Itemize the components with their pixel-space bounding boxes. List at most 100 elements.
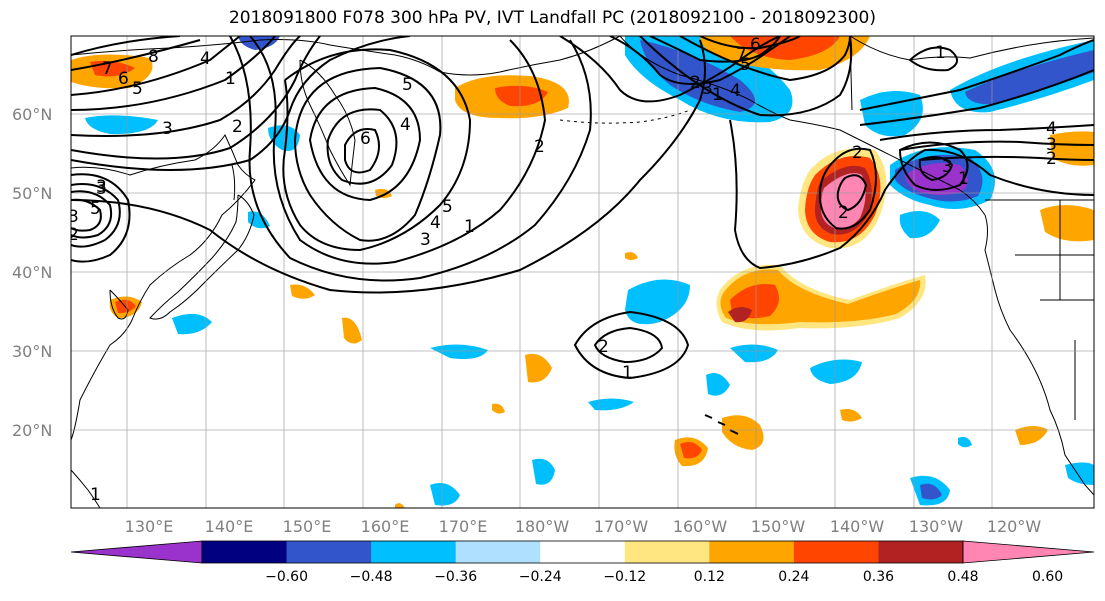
contour-label: 2 [232,117,243,137]
pv-contours [71,36,1094,380]
contour-label: 3 [1046,135,1057,155]
contour-label: 2 [598,337,609,357]
lon-tick-label: 170°E [439,517,488,536]
lat-tick-label: 20°N [12,421,52,440]
contour-label: 6 [118,69,129,89]
contour-label: 4 [430,213,441,233]
contour-label: 6 [360,129,371,149]
anomaly-positive [840,409,862,422]
contour [859,39,1094,111]
anomaly-negative [810,359,862,384]
border-states [1015,200,1094,420]
anomaly-positive [525,353,552,383]
anomaly-positive [395,503,405,508]
colorbar-segment [455,541,541,563]
anomaly-negative [730,344,778,363]
contour-label: 5 [402,75,413,95]
lon-tick-label: 130°W [909,517,964,536]
anomaly-positive [730,36,840,60]
contour-label: 4 [200,49,211,69]
anomaly-positive [680,442,702,459]
contour [71,190,113,239]
colorbar-tick-label: 0.60 [1032,569,1063,585]
lat-tick-label: 40°N [12,263,52,282]
map-panel: 8 7 6 5 1 2 3 4 5 6 4 3 3 5 1 2 4 5 1 2 [68,35,1095,509]
anomaly-positive [492,403,505,414]
contour-label: 2 [852,143,863,163]
anomaly-negative [958,436,972,448]
anomaly-positive [342,317,362,344]
colorbar-tick-label: 0.24 [778,569,809,585]
lon-tick-label: 160°W [673,517,728,536]
coastline-alaska-west [439,36,621,76]
contour [71,39,706,294]
contour [249,36,547,265]
coastline-sakhalin [231,164,236,201]
contour-label: 3 [162,119,173,139]
anomaly-positive [1050,131,1094,166]
anomaly-negative [85,115,158,135]
contour [879,124,1094,141]
lon-tick-label: 130°E [125,517,174,536]
contour-label: 1 [464,217,475,237]
contour-label: 5 [90,199,101,219]
lat-tick-label: 60°N [12,105,52,124]
contour-label: 3 [96,177,107,197]
colorbar-segment [793,541,879,563]
lon-tick-label: 140°W [830,517,885,536]
colorbar-tick-label: −0.48 [350,569,393,585]
contour-label: 3 [68,207,79,227]
contour-label: 1 [90,485,101,505]
contour [836,174,868,212]
colorbar-segment [202,541,288,563]
contour-label: 7 [736,45,747,65]
colorbar: −0.60 −0.48 −0.36 −0.24 −0.12 0.12 0.24 0.36 0.4… [70,540,1095,585]
anomaly-negative [430,344,488,359]
lon-tick-label: 150°W [751,517,806,536]
contour [908,46,958,72]
contour [71,173,131,263]
anomaly-negative [172,313,212,335]
anomaly-negative [965,50,1094,105]
contour-label: 6 [750,35,761,55]
anomaly-negative [1065,462,1094,485]
colorbar-extend-min [70,540,203,564]
anomaly-negative [899,211,940,239]
coastline-north-america [849,36,1094,61]
lon-tick-label: 150°E [283,517,332,536]
coastline-hawaii [704,414,739,435]
contour [293,66,442,242]
contour [71,36,181,56]
coastline-korea [109,289,129,320]
lon-tick-label: 170°W [594,517,649,536]
contour [918,155,954,182]
coastline-philippines [71,469,101,508]
contour [559,36,781,103]
colorbar-tick-label: −0.12 [603,569,646,585]
contour-label: 1 [622,363,633,383]
colorbar-tick-label: 0.12 [694,569,725,585]
anomaly-positive [1040,205,1094,242]
contour [679,36,851,82]
coastline-asia [71,133,256,441]
colorbar-tick-label: −0.60 [265,569,308,585]
colorbar-segment [878,541,964,563]
colorbar-segment [709,541,795,563]
colorbar-tick-label: 0.48 [947,569,978,585]
contour [699,36,801,50]
contour-labels: 8 7 6 5 1 2 3 4 5 6 4 3 3 5 1 2 4 5 1 2 [68,35,1057,505]
contour-label: 4 [1046,119,1057,139]
anomaly-positive [625,252,638,260]
anomaly-negative [588,398,634,411]
contour-label: 5 [132,79,143,99]
contour [899,140,1094,151]
anomaly-positive [820,173,866,229]
colorbar-extend-max [962,540,1095,564]
lat-tick-label: 30°N [12,342,52,361]
contour [609,36,791,85]
contour-label: 2 [534,137,545,157]
contour-label: 3 [942,157,953,177]
colorbar-segment [624,541,710,563]
contour-label: 3 [702,79,713,99]
